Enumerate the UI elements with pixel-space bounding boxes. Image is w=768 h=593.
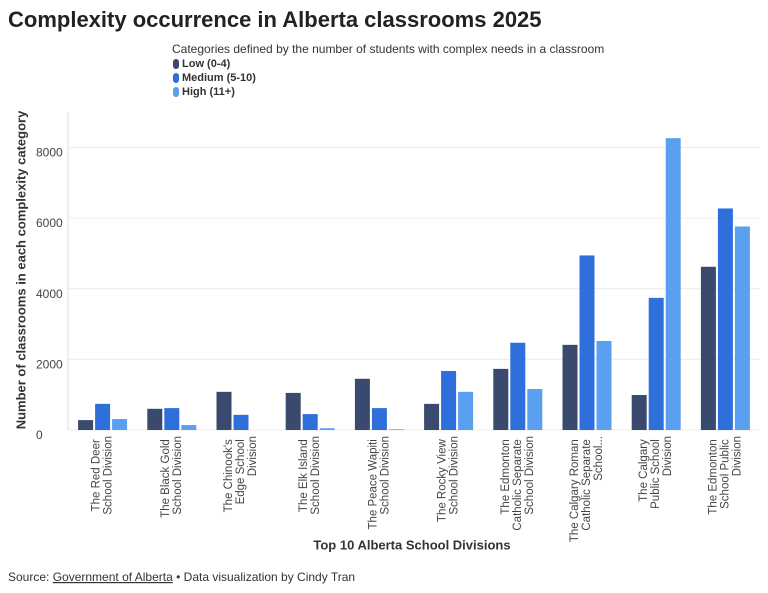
legend-label: High (11+) <box>182 86 235 98</box>
bar <box>216 391 232 430</box>
source-prefix: Source: <box>8 570 49 584</box>
bar <box>596 340 612 430</box>
source: Source: Government of Alberta • Data vis… <box>8 570 355 584</box>
bar <box>112 419 128 430</box>
legend-label: Medium (5-10) <box>182 72 256 84</box>
bar <box>354 378 370 430</box>
x-tick-label: The Edmonton School Public Division <box>707 436 743 515</box>
bar <box>631 395 647 430</box>
bar <box>510 342 526 430</box>
bar <box>665 138 681 430</box>
y-tick-label: 8000 <box>36 146 63 160</box>
bar <box>458 391 474 430</box>
legend-swatch <box>173 73 179 83</box>
bar <box>717 208 733 430</box>
bar <box>319 428 335 430</box>
bar <box>233 414 249 430</box>
chart-subtitle: Categories defined by the number of stud… <box>172 42 604 56</box>
x-tick-label: The Red Deer School Division <box>91 436 115 515</box>
y-tick-label: 0 <box>36 428 43 442</box>
bar <box>95 403 111 430</box>
bar <box>648 297 664 430</box>
legend-swatch <box>173 59 179 69</box>
source-link[interactable]: Government of Alberta <box>53 570 173 584</box>
bar <box>424 403 440 430</box>
bar <box>78 420 94 430</box>
x-tick-label: The Calgary Public School Division <box>638 436 674 509</box>
bar <box>285 392 301 430</box>
legend-swatch <box>173 87 179 97</box>
source-suffix: • Data visualization by Cindy Tran <box>176 570 355 584</box>
x-tick-label: The Elk Island School Division <box>298 436 322 515</box>
x-tick-label: The Black Gold School Division <box>160 436 184 518</box>
chart-title: Complexity occurrence in Alberta classro… <box>8 7 542 32</box>
x-tick-label: The Calgary Roman Catholic Separate Scho… <box>569 436 605 542</box>
x-tick-label: The Peace Wapiti School Division <box>367 436 391 530</box>
x-tick-label: The Rocky View School Division <box>437 436 461 522</box>
x-axis-title: Top 10 Alberta School Divisions <box>313 537 510 552</box>
bar <box>181 425 197 430</box>
y-tick-label: 4000 <box>36 287 63 301</box>
bar <box>734 226 750 430</box>
bar <box>493 368 509 430</box>
bar <box>302 414 318 430</box>
y-tick-label: 6000 <box>36 216 63 230</box>
bar <box>371 408 387 430</box>
x-tick-label: The Edmonton Catholic Separate School Di… <box>500 436 536 531</box>
bar <box>147 408 163 430</box>
bar <box>562 344 578 430</box>
bar <box>579 255 595 430</box>
y-tick-label: 2000 <box>36 358 63 372</box>
bar <box>700 266 716 430</box>
bar <box>527 389 543 430</box>
y-axis-title: Number of classrooms in each complexity … <box>13 110 28 429</box>
legend-label: Low (0-4) <box>182 58 231 70</box>
bar <box>164 408 180 430</box>
bar <box>388 429 404 430</box>
x-tick-label: The Chinook's Edge School Division <box>223 436 259 512</box>
bar <box>441 370 457 430</box>
